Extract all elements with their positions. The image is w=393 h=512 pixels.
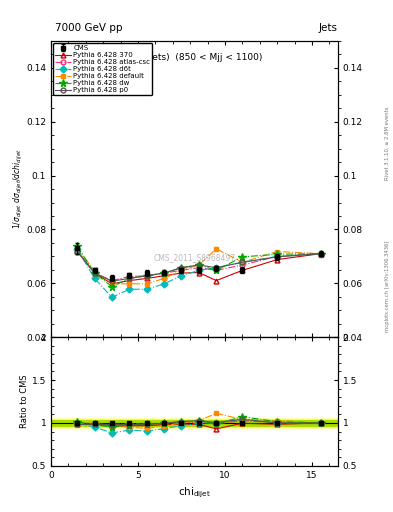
Pythia 6.428 dw (275, 251, 279, 258)
Pythia 6.428 p0 (127, 275, 132, 282)
Pythia 6.428 d6t (196, 267, 201, 273)
Pythia 6.428 370 (144, 275, 149, 282)
Pythia 6.428 370 (275, 257, 279, 263)
Pythia 6.428 dw (240, 254, 245, 260)
Line: Pythia 6.428 p0: Pythia 6.428 p0 (75, 249, 323, 284)
Pythia 6.428 p0 (275, 254, 279, 260)
Pythia 6.428 atlas-csc (127, 273, 132, 280)
Pythia 6.428 370 (240, 267, 245, 273)
Pythia 6.428 p0 (75, 248, 79, 254)
Pythia 6.428 p0 (214, 265, 219, 271)
Line: Pythia 6.428 dw: Pythia 6.428 dw (73, 242, 324, 290)
Pythia 6.428 370 (318, 250, 323, 257)
Pythia 6.428 atlas-csc (275, 253, 279, 260)
Pythia 6.428 default (240, 259, 245, 265)
Pythia 6.428 default (127, 281, 132, 287)
Pythia 6.428 370 (196, 269, 201, 275)
Pythia 6.428 d6t (144, 286, 149, 292)
Pythia 6.428 p0 (162, 270, 167, 276)
Pythia 6.428 370 (92, 270, 97, 276)
Text: 7000 GeV pp: 7000 GeV pp (55, 23, 123, 33)
Pythia 6.428 dw (196, 262, 201, 268)
Pythia 6.428 dw (214, 267, 219, 273)
Pythia 6.428 d6t (127, 286, 132, 292)
Pythia 6.428 d6t (179, 273, 184, 279)
Pythia 6.428 370 (127, 278, 132, 284)
Pythia 6.428 default (110, 281, 114, 287)
Pythia 6.428 atlas-csc (92, 270, 97, 276)
Pythia 6.428 d6t (110, 294, 114, 301)
Text: CMS_2011_S8968497: CMS_2011_S8968497 (154, 253, 235, 262)
Pythia 6.428 dw (75, 243, 79, 249)
Pythia 6.428 default (75, 246, 79, 252)
X-axis label: chi$_{\rm dijet}$: chi$_{\rm dijet}$ (178, 485, 211, 500)
Pythia 6.428 d6t (162, 281, 167, 287)
Text: mcplots.cern.ch [arXiv:1306.3436]: mcplots.cern.ch [arXiv:1306.3436] (385, 241, 390, 332)
Text: Jets: Jets (319, 23, 338, 33)
Pythia 6.428 default (92, 267, 97, 273)
Pythia 6.428 atlas-csc (110, 278, 114, 284)
Pythia 6.428 dw (110, 284, 114, 290)
Legend: CMS, Pythia 6.428 370, Pythia 6.428 atlas-csc, Pythia 6.428 d6t, Pythia 6.428 de: CMS, Pythia 6.428 370, Pythia 6.428 atla… (53, 43, 152, 95)
Pythia 6.428 atlas-csc (144, 273, 149, 279)
Pythia 6.428 d6t (214, 265, 219, 271)
Pythia 6.428 370 (110, 281, 114, 287)
Pythia 6.428 atlas-csc (214, 267, 219, 273)
Line: Pythia 6.428 d6t: Pythia 6.428 d6t (75, 246, 323, 300)
Pythia 6.428 atlas-csc (179, 267, 184, 273)
Bar (51, 420, 338, 425)
Pythia 6.428 default (196, 262, 201, 268)
Pythia 6.428 d6t (275, 253, 279, 260)
Pythia 6.428 atlas-csc (162, 270, 167, 276)
Pythia 6.428 default (275, 248, 279, 254)
Text: χ (jets)  (850 < Mjj < 1100): χ (jets) (850 < Mjj < 1100) (138, 53, 263, 62)
Pythia 6.428 370 (214, 278, 219, 284)
Line: Pythia 6.428 atlas-csc: Pythia 6.428 atlas-csc (75, 248, 323, 283)
Pythia 6.428 d6t (92, 275, 97, 282)
Line: Pythia 6.428 370: Pythia 6.428 370 (75, 248, 323, 286)
Pythia 6.428 dw (179, 265, 184, 271)
Pythia 6.428 default (318, 250, 323, 257)
Pythia 6.428 atlas-csc (240, 262, 245, 268)
Pythia 6.428 dw (92, 270, 97, 276)
Pythia 6.428 d6t (75, 246, 79, 252)
Pythia 6.428 atlas-csc (75, 248, 79, 254)
Pythia 6.428 p0 (92, 270, 97, 276)
Pythia 6.428 p0 (144, 273, 149, 279)
Bar (51, 418, 338, 428)
Pythia 6.428 default (214, 246, 219, 252)
Pythia 6.428 p0 (196, 262, 201, 268)
Pythia 6.428 atlas-csc (318, 250, 323, 257)
Pythia 6.428 dw (162, 270, 167, 276)
Pythia 6.428 default (179, 267, 184, 273)
Pythia 6.428 370 (75, 248, 79, 254)
Y-axis label: $1/\sigma_{dijet}\ d\sigma_{dijet}/dchi_{dijet}$: $1/\sigma_{dijet}\ d\sigma_{dijet}/dchi_… (12, 148, 25, 229)
Pythia 6.428 dw (318, 250, 323, 257)
Pythia 6.428 d6t (318, 250, 323, 257)
Pythia 6.428 dw (127, 275, 132, 282)
Pythia 6.428 default (144, 281, 149, 287)
Line: Pythia 6.428 default: Pythia 6.428 default (75, 246, 323, 286)
Pythia 6.428 p0 (110, 278, 114, 284)
Pythia 6.428 p0 (240, 259, 245, 265)
Y-axis label: Ratio to CMS: Ratio to CMS (20, 375, 29, 429)
Pythia 6.428 370 (179, 270, 184, 276)
Pythia 6.428 atlas-csc (196, 265, 201, 271)
Pythia 6.428 d6t (240, 259, 245, 265)
Pythia 6.428 default (162, 275, 167, 282)
Pythia 6.428 370 (162, 273, 167, 279)
Text: Rivet 3.1.10, ≥ 2.8M events: Rivet 3.1.10, ≥ 2.8M events (385, 106, 390, 180)
Pythia 6.428 dw (144, 273, 149, 279)
Pythia 6.428 p0 (318, 250, 323, 257)
Pythia 6.428 p0 (179, 265, 184, 271)
